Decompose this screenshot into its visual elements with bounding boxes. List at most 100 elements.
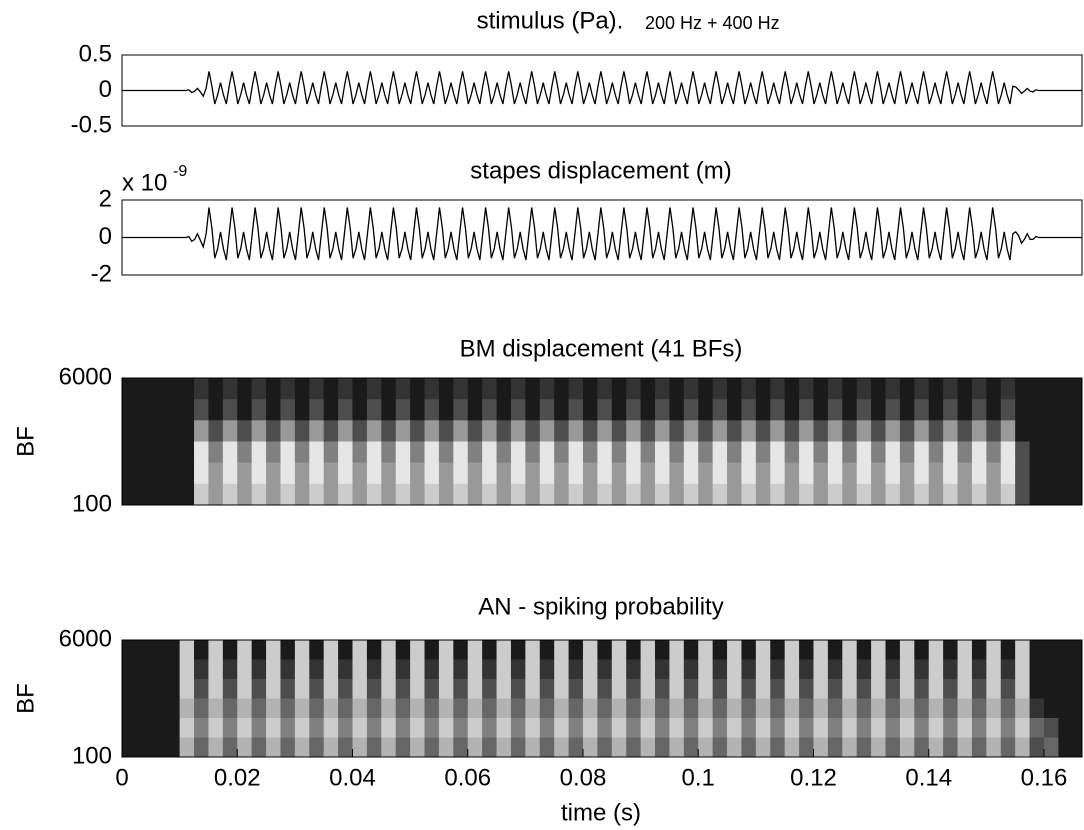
heatmap-cell	[381, 399, 397, 421]
heatmap-cell	[309, 718, 325, 738]
heatmap-cell	[194, 378, 209, 400]
heatmap-cell	[338, 483, 353, 506]
heatmap-cell	[582, 679, 598, 699]
heatmap-cell	[1029, 441, 1045, 464]
heatmap-cell	[856, 420, 872, 442]
heatmap-cell	[352, 659, 368, 680]
heatmap-cell	[770, 420, 786, 442]
heatmap-cell	[943, 640, 959, 660]
heatmap-cell	[770, 718, 786, 738]
heatmap-cell	[482, 378, 498, 400]
heatmap-cell	[1015, 718, 1031, 738]
heatmap-cell	[626, 462, 642, 485]
heatmap-cell	[222, 679, 238, 699]
heatmap-cell	[338, 737, 353, 758]
heatmap-cell	[885, 640, 901, 660]
heatmap-cell	[150, 659, 166, 680]
heatmap-cell	[381, 441, 397, 464]
heatmap-cell	[813, 420, 829, 442]
heatmap-cell	[424, 698, 440, 719]
heatmap-cell	[655, 737, 670, 758]
heatmap-cell	[784, 698, 800, 719]
heatmap-cell	[179, 441, 195, 464]
heatmap-cell	[871, 698, 887, 719]
heatmap-cell	[136, 441, 152, 464]
heatmap-cell	[194, 640, 209, 660]
heatmap-cell	[727, 640, 742, 660]
heatmap-cell	[150, 378, 166, 400]
heatmap-cell	[813, 378, 829, 400]
heatmap-cell	[1015, 698, 1031, 719]
heatmap-cell	[352, 378, 368, 400]
heatmap-cell	[755, 378, 771, 400]
heatmap-cell	[1058, 698, 1074, 719]
heatmap-cell	[626, 441, 642, 464]
heatmap-cell	[899, 441, 915, 464]
heatmap-cell	[179, 659, 195, 680]
heatmap-cell	[309, 483, 325, 506]
heatmap-cell	[856, 698, 872, 719]
heatmap-cell	[582, 737, 598, 758]
heatmap-cell	[986, 737, 1002, 758]
heatmap-cell	[1015, 378, 1031, 400]
heatmap-cell	[655, 483, 670, 506]
heatmap-cell	[438, 441, 454, 464]
heatmap-cell	[698, 378, 714, 400]
heatmap-cell	[438, 462, 454, 485]
heatmap-cell	[323, 698, 339, 719]
heatmap-cell	[366, 640, 382, 660]
heatmap-cell	[755, 659, 771, 680]
heatmap-cell	[698, 718, 714, 738]
heatmap-cell	[352, 420, 368, 442]
heatmap-cell	[626, 399, 642, 421]
heatmap-cell	[525, 679, 541, 699]
heatmap-cell	[410, 378, 426, 400]
heatmap-cell	[741, 659, 757, 680]
heatmap-cell	[294, 737, 310, 758]
heatmap-cell	[856, 718, 872, 738]
heatmap-cell	[971, 698, 987, 719]
heatmap-cell	[957, 698, 973, 719]
heatmap-cell	[410, 698, 426, 719]
heatmap-cell	[1058, 420, 1074, 442]
heatmap-cell	[482, 737, 498, 758]
heatmap-cell	[280, 399, 296, 421]
heatmap-cell	[655, 640, 670, 660]
heatmap-cell	[1043, 378, 1059, 400]
heatmap-cell	[222, 462, 238, 485]
heatmap-cell	[784, 399, 800, 421]
heatmap-cell	[294, 462, 310, 485]
heatmap-cell	[510, 640, 526, 660]
heatmap-cell	[266, 441, 281, 464]
heatmap-cell	[813, 718, 829, 738]
heatmap-cell	[755, 679, 771, 699]
heatmap-cell	[251, 441, 267, 464]
heatmap-cell	[280, 659, 296, 680]
heatmap-cell	[727, 659, 742, 680]
heatmap-cell	[453, 718, 469, 738]
heatmap-cell	[467, 718, 483, 738]
heatmap-cell	[597, 698, 613, 719]
heatmap-cell	[914, 679, 930, 699]
heatmap-cell	[799, 737, 814, 758]
heatmap-cell	[698, 462, 714, 485]
heatmap-cell	[294, 378, 310, 400]
heatmap-cell	[971, 399, 987, 421]
heatmap-cell	[597, 640, 613, 660]
heatmap-cell	[971, 483, 987, 506]
heatmap-cell	[899, 378, 915, 400]
heatmap-cell	[510, 441, 526, 464]
heatmap-cell	[741, 640, 757, 660]
heatmap-cell	[827, 441, 843, 464]
heatmap-cell	[626, 679, 642, 699]
heatmap-cell	[669, 718, 685, 738]
heatmap-cell	[381, 640, 397, 660]
heatmap-cell	[165, 659, 181, 680]
heatmap-cell	[611, 462, 627, 485]
heatmap-cell	[582, 399, 598, 421]
heatmap-cell	[1029, 737, 1045, 758]
heatmap-cell	[136, 659, 152, 680]
heatmap-cell	[438, 483, 454, 506]
heatmap-cell	[136, 420, 152, 442]
heatmap-cell	[424, 420, 440, 442]
